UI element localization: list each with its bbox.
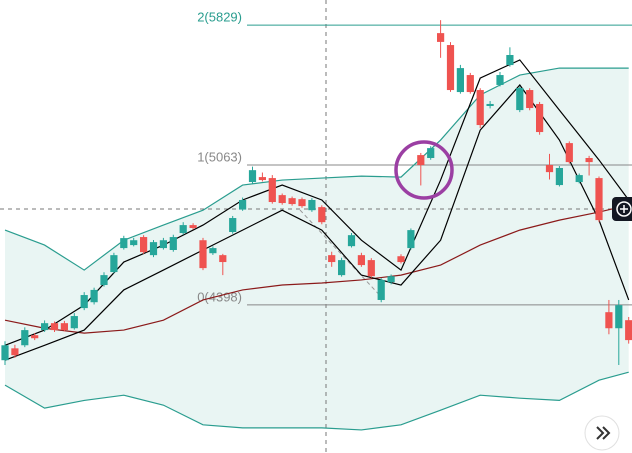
candle-body: [149, 242, 158, 256]
candle-body: [130, 240, 138, 246]
candle-body: [41, 323, 49, 331]
candle-body: [110, 255, 118, 273]
candle-body: [536, 103, 544, 133]
candle-body: [298, 199, 306, 207]
candle-body: [585, 158, 593, 163]
candle-body: [545, 165, 554, 173]
candle-body: [159, 240, 167, 249]
indicator-line: [4, 59, 630, 346]
candle-body: [446, 45, 455, 91]
candle-body: [31, 335, 39, 339]
candle-body: [50, 323, 59, 331]
candle-body: [516, 88, 524, 111]
indicator-line: [4, 371, 629, 431]
candle-body: [565, 143, 573, 163]
candle-body: [625, 320, 632, 341]
candle-body: [476, 90, 484, 126]
candle-body: [1, 345, 9, 361]
candle-body: [209, 248, 217, 254]
candle-body: [615, 305, 623, 329]
candle-body: [278, 195, 286, 204]
candle-body: [575, 175, 583, 183]
band-fill-group: [5, 68, 629, 430]
add-button-icon[interactable]: [616, 201, 632, 217]
scroll-to-end-button[interactable]: [584, 415, 620, 451]
plot: 2(5829)1(5063)0(4398): [1, 10, 632, 431]
candle-body: [239, 199, 247, 210]
candle-body: [605, 312, 613, 329]
candle-body: [456, 68, 464, 93]
candle-body: [555, 167, 563, 186]
candle-body: [268, 178, 276, 203]
candle-body: [288, 198, 296, 205]
candle-body: [367, 260, 375, 277]
candle-body: [189, 225, 197, 229]
scroll-button-icon[interactable]: [596, 426, 605, 440]
candle-body: [21, 330, 29, 346]
candle-body: [387, 276, 395, 283]
candle-body: [407, 230, 415, 249]
candle-body: [80, 295, 88, 309]
indicator-line: [4, 204, 629, 334]
candle-body: [199, 240, 207, 269]
candle-body: [179, 225, 187, 234]
highlight-circle: [394, 140, 454, 200]
fib-level-label: 2(5829): [197, 10, 242, 25]
candle-body: [466, 75, 474, 93]
candle-body: [496, 75, 504, 85]
candle-body: [258, 177, 266, 181]
candle-body: [595, 178, 603, 221]
candle-body: [60, 323, 68, 331]
crosshair-add-button[interactable]: [612, 197, 632, 221]
band-fill: [5, 68, 629, 430]
candle-body: [397, 256, 405, 263]
candle-body: [526, 90, 534, 109]
candle-body: [100, 275, 108, 286]
candle-body: [506, 55, 514, 66]
candle-body: [90, 289, 98, 303]
candle-body: [219, 255, 227, 263]
candle-body: [486, 103, 494, 107]
scroll-button-icon[interactable]: [602, 426, 611, 440]
candle-body: [169, 237, 177, 251]
candle-body: [318, 207, 326, 223]
candle-body: [357, 255, 365, 266]
candle-body: [70, 316, 78, 329]
candle-body: [427, 148, 435, 159]
candle-body: [347, 235, 356, 247]
candle-body: [328, 255, 336, 263]
fib-level-label: 1(5063): [197, 149, 242, 164]
candle-body: [140, 237, 148, 253]
candle-body: [248, 170, 257, 183]
indicator-line: [4, 67, 629, 271]
candle-body: [229, 218, 237, 232]
candle-body: [437, 33, 445, 42]
candle-body: [338, 260, 346, 276]
candle-body: [11, 348, 19, 356]
candle-body: [377, 279, 385, 300]
candle-body: [417, 155, 425, 166]
candle-body: [308, 199, 316, 211]
candle-body: [120, 238, 128, 249]
